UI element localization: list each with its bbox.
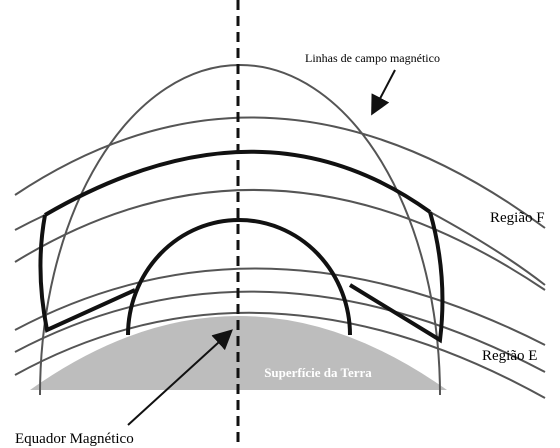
equator-label: Equador Magnético bbox=[15, 431, 134, 447]
field-line bbox=[14, 267, 546, 346]
region-f-left bbox=[38, 214, 136, 333]
field-lines-label: Linhas de campo magnético bbox=[305, 51, 440, 65]
outer-arc bbox=[39, 64, 441, 396]
field-line bbox=[14, 189, 546, 291]
region-e-label: Região E bbox=[482, 348, 537, 364]
field-line bbox=[14, 290, 546, 373]
earth-label: Superfície da Terra bbox=[264, 365, 372, 380]
arrow bbox=[127, 329, 233, 426]
field-line bbox=[14, 116, 546, 229]
region-f-label: Região F bbox=[490, 210, 545, 226]
field-line bbox=[14, 214, 46, 231]
region-f-right bbox=[348, 211, 445, 344]
region-f-top bbox=[43, 149, 432, 217]
region-e-arc bbox=[126, 218, 352, 336]
arrow bbox=[371, 69, 396, 116]
field-line bbox=[429, 211, 546, 286]
field-line bbox=[14, 311, 546, 399]
